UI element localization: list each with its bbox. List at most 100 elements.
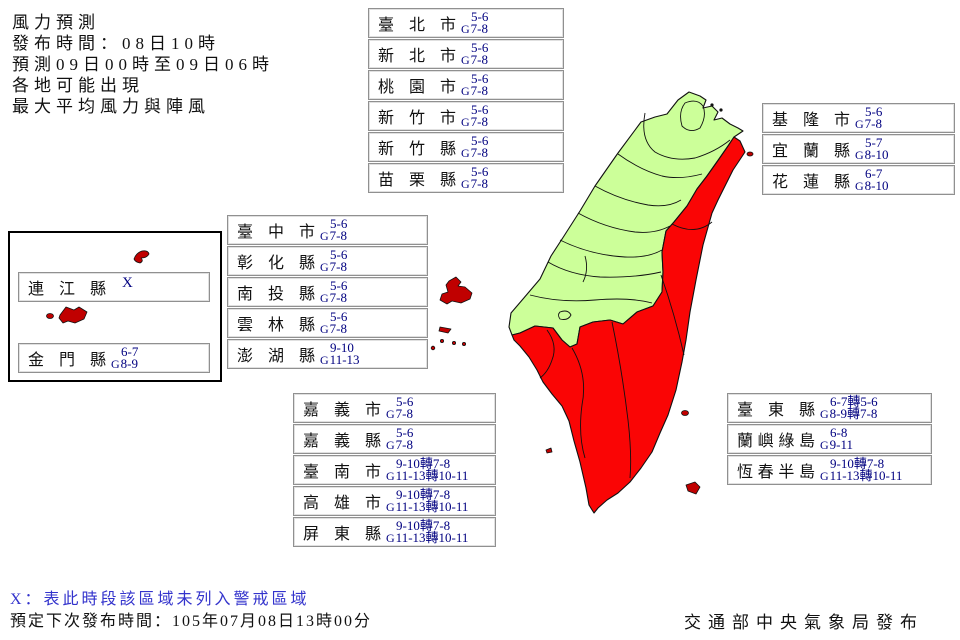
forecast-box-taitung: 臺東縣 6-7轉5-6 G8-9轉7-8 bbox=[727, 393, 932, 423]
not-in-warning-mark: X bbox=[122, 274, 133, 291]
county-name: 蘭嶼綠島 bbox=[737, 433, 815, 450]
wind-value: 6-7 G8-9 bbox=[111, 344, 139, 371]
matsu-islands bbox=[133, 250, 150, 264]
county-name: 臺中市 bbox=[237, 224, 315, 241]
next-release-time: 預定下次發布時間：105年07月08日13時00分 bbox=[10, 613, 373, 630]
forecast-box-keelung: 基隆市 5-6 G7-8 bbox=[762, 103, 955, 133]
forecast-box-hengchun: 恆春半島 9-10轉7-8 G11-13轉10-11 bbox=[727, 455, 932, 485]
liuqiu-island bbox=[545, 447, 553, 454]
forecast-box-taoyuan: 桃園市 5-6 G7-8 bbox=[368, 70, 564, 100]
forecast-column-east: 基隆市 5-6 G7-8 宜蘭縣 5-7 G8-10 花蓮縣 6-7 G8-10 bbox=[762, 103, 955, 195]
county-name: 金門縣 bbox=[28, 352, 106, 369]
wind-value: 6-7 G8-10 bbox=[855, 166, 889, 193]
forecast-box-hualien: 花蓮縣 6-7 G8-10 bbox=[762, 165, 955, 195]
county-name: 屏東縣 bbox=[303, 526, 381, 543]
wind-value: 5-6 G7-8 bbox=[461, 9, 489, 36]
forecast-box-miaoli: 苗栗縣 5-6 G7-8 bbox=[368, 163, 564, 193]
county-name: 澎湖縣 bbox=[237, 348, 315, 365]
legend-x-note: X：表此時段該區域未列入警戒區域 bbox=[10, 591, 310, 608]
county-name: 花蓮縣 bbox=[772, 174, 850, 191]
forecast-box-newtaipei: 新北市 5-6 G7-8 bbox=[368, 39, 564, 69]
map-region-red bbox=[511, 136, 746, 514]
county-name: 新竹市 bbox=[378, 110, 456, 127]
county-name: 雲林縣 bbox=[237, 317, 315, 334]
title-line5: 最大平均風力與陣風 bbox=[12, 97, 210, 116]
county-name: 恆春半島 bbox=[737, 464, 815, 481]
wind-value: 5-6 G7-8 bbox=[461, 102, 489, 129]
wind-value: 5-7 G8-10 bbox=[855, 135, 889, 162]
wind-value: 5-6 G7-8 bbox=[461, 133, 489, 160]
page-title: 風力預測 bbox=[12, 13, 100, 32]
county-name: 臺北市 bbox=[378, 17, 456, 34]
wind-value: 5-6 G7-8 bbox=[386, 394, 414, 421]
wind-value: 9-10轉7-8 G11-13轉10-11 bbox=[386, 487, 469, 514]
green-island bbox=[681, 410, 689, 416]
county-name: 高雄市 bbox=[303, 495, 381, 512]
orchid-island bbox=[685, 481, 701, 495]
wind-value: 5-6 G7-8 bbox=[386, 425, 414, 452]
wind-value: 9-10轉7-8 G11-13轉10-11 bbox=[820, 456, 903, 483]
county-name: 臺東縣 bbox=[737, 402, 815, 419]
forecast-box-yilan: 宜蘭縣 5-7 G8-10 bbox=[762, 134, 955, 164]
wind-value: 5-6 G7-8 bbox=[320, 216, 348, 243]
county-name: 苗栗縣 bbox=[378, 172, 456, 189]
penghu-islands bbox=[439, 276, 473, 305]
forecast-period: 預測09日00時至09日06時 bbox=[12, 55, 274, 74]
forecast-box-nantou: 南投縣 5-6 G7-8 bbox=[227, 277, 428, 307]
wind-value: 5-6 G7-8 bbox=[461, 164, 489, 191]
kinmen-island bbox=[58, 306, 88, 324]
forecast-box-chiayi-county: 嘉義縣 5-6 G7-8 bbox=[293, 424, 496, 454]
offshore-islands-box: 連江縣 X 金門縣 6-7 G8-9 bbox=[8, 231, 222, 382]
wind-value: 5-6 G7-8 bbox=[855, 104, 883, 131]
county-name: 彰化縣 bbox=[237, 255, 315, 272]
wind-value: 5-6 G7-8 bbox=[461, 71, 489, 98]
county-name: 新北市 bbox=[378, 48, 456, 65]
forecast-box-lanyu-ludao: 蘭嶼綠島 6-8 G9-11 bbox=[727, 424, 932, 454]
forecast-box-penghu: 澎湖縣 9-10 G11-13 bbox=[227, 339, 428, 369]
county-border-lines bbox=[529, 100, 731, 320]
forecast-column-north: 臺北市 5-6 G7-8 新北市 5-6 G7-8 桃園市 5-6 G7-8 新竹市 … bbox=[368, 8, 564, 193]
issuing-agency: 交通部中央氣象局發布 bbox=[684, 613, 924, 632]
forecast-column-southeast: 臺東縣 6-7轉5-6 G8-9轉7-8 蘭嶼綠島 6-8 G9-11 恆春半島 9… bbox=[727, 393, 932, 485]
issue-time: 發布時間：08日10時 bbox=[12, 34, 220, 53]
wind-value: 5-6 G7-8 bbox=[320, 278, 348, 305]
county-name: 宜蘭縣 bbox=[772, 143, 850, 160]
forecast-box-hsinchu-city: 新竹市 5-6 G7-8 bbox=[368, 101, 564, 131]
forecast-box-lienchiang: 連江縣 X bbox=[18, 272, 210, 302]
wind-value: 6-8 G9-11 bbox=[820, 425, 854, 452]
county-border-lines-red bbox=[539, 221, 713, 479]
wind-value: 5-6 G7-8 bbox=[461, 40, 489, 67]
wind-value: 5-6 G7-8 bbox=[320, 309, 348, 336]
county-name: 桃園市 bbox=[378, 79, 456, 96]
forecast-box-taipei: 臺北市 5-6 G7-8 bbox=[368, 8, 564, 38]
county-name: 嘉義市 bbox=[303, 402, 381, 419]
forecast-box-yunlin: 雲林縣 5-6 G7-8 bbox=[227, 308, 428, 338]
forecast-box-hsinchu-county: 新竹縣 5-6 G7-8 bbox=[368, 132, 564, 162]
forecast-box-kaohsiung: 高雄市 9-10轉7-8 G11-13轉10-11 bbox=[293, 486, 496, 516]
county-name: 臺南市 bbox=[303, 464, 381, 481]
forecast-column-south: 嘉義市 5-6 G7-8 嘉義縣 5-6 G7-8 臺南市 9-10轉7-8 G11-… bbox=[293, 393, 496, 547]
forecast-box-pingtung: 屏東縣 9-10轉7-8 G11-13轉10-11 bbox=[293, 517, 496, 547]
county-name: 嘉義縣 bbox=[303, 433, 381, 450]
county-name: 南投縣 bbox=[237, 286, 315, 303]
county-name: 基隆市 bbox=[772, 112, 850, 129]
minor-islands bbox=[46, 103, 754, 495]
guishan-island bbox=[746, 151, 754, 157]
title-line4: 各地可能出現 bbox=[12, 76, 144, 95]
forecast-box-chiayi-city: 嘉義市 5-6 G7-8 bbox=[293, 393, 496, 423]
wind-value: 9-10轉7-8 G11-13轉10-11 bbox=[386, 456, 469, 483]
forecast-box-changhua: 彰化縣 5-6 G7-8 bbox=[227, 246, 428, 276]
forecast-box-tainan: 臺南市 9-10轉7-8 G11-13轉10-11 bbox=[293, 455, 496, 485]
wind-value: 9-10 G11-13 bbox=[320, 340, 360, 367]
forecast-column-central: 臺中市 5-6 G7-8 彰化縣 5-6 G7-8 南投縣 5-6 G7-8 雲林縣 … bbox=[227, 215, 428, 369]
county-name: 新竹縣 bbox=[378, 141, 456, 158]
forecast-box-taichung: 臺中市 5-6 G7-8 bbox=[227, 215, 428, 245]
wind-value: 6-7轉5-6 G8-9轉7-8 bbox=[820, 394, 878, 421]
wind-value: 5-6 G7-8 bbox=[320, 247, 348, 274]
forecast-title-block: 風力預測 發布時間：08日10時 預測09日00時至09日06時 各地可能出現 … bbox=[12, 12, 274, 117]
county-name: 連江縣 bbox=[28, 281, 106, 298]
forecast-box-kinmen: 金門縣 6-7 G8-9 bbox=[18, 343, 210, 373]
wind-value: 9-10轉7-8 G11-13轉10-11 bbox=[386, 518, 469, 545]
